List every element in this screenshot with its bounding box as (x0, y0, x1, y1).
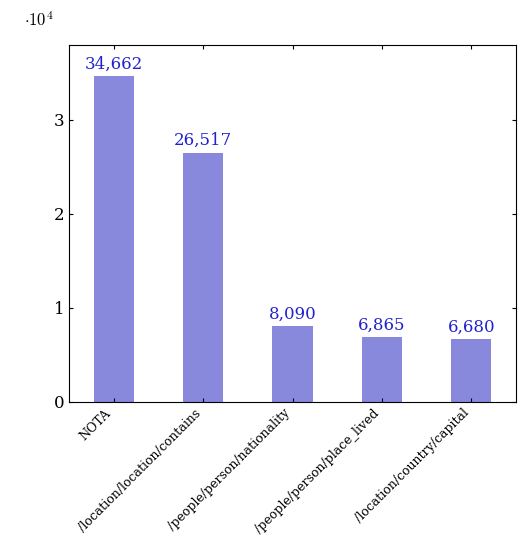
Text: 6,680: 6,680 (447, 319, 495, 336)
Text: 6,865: 6,865 (358, 317, 406, 334)
Bar (94, 76, 134, 402)
Bar (272, 326, 313, 402)
Bar (362, 337, 402, 402)
Text: 26,517: 26,517 (174, 132, 232, 150)
Bar (451, 339, 492, 402)
Bar (183, 152, 223, 402)
Text: $\cdot 10^4$: $\cdot 10^4$ (24, 12, 54, 30)
Text: 8,090: 8,090 (269, 305, 317, 323)
Text: 34,662: 34,662 (85, 56, 143, 73)
